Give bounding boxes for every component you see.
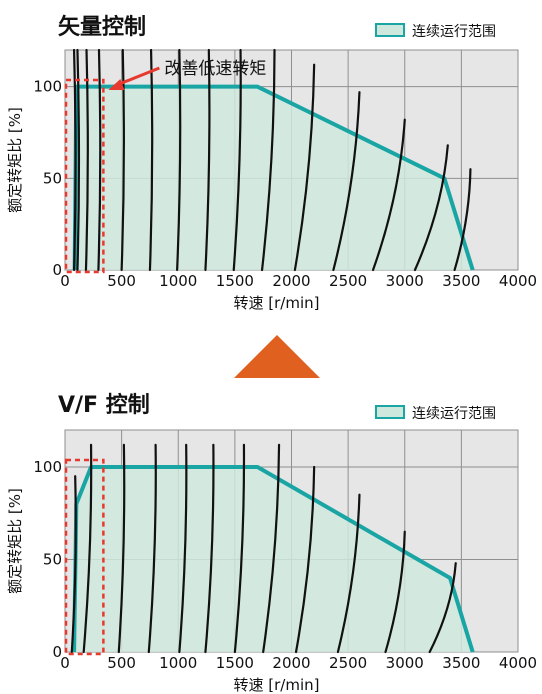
speed-torque-curve <box>428 562 457 654</box>
y-tick-label: 100 <box>33 458 62 476</box>
speed-torque-curve <box>260 48 276 272</box>
y-axis-label: 额定转矩比 [%] <box>6 107 24 213</box>
x-tick-label: 3500 <box>442 654 480 672</box>
speed-torque-curve <box>72 48 77 272</box>
x-tick-label: 0 <box>60 272 70 290</box>
x-tick-label: 3000 <box>386 272 424 290</box>
speed-torque-curve <box>293 63 316 272</box>
speed-torque-curve <box>117 443 126 654</box>
x-tick-label: 3500 <box>442 272 480 290</box>
legend: 连续运行范围 <box>375 405 496 422</box>
speed-torque-curve <box>84 48 89 272</box>
speed-torque-curve <box>384 530 406 654</box>
x-tick-label: 500 <box>107 272 136 290</box>
speed-torque-curve <box>232 48 242 272</box>
speed-torque-curve <box>82 443 93 654</box>
x-axis-label: 转速 [r/min] <box>234 294 320 312</box>
speed-torque-curve <box>148 48 154 272</box>
low-speed-highlight <box>64 458 105 656</box>
y-tick-label: 100 <box>33 78 62 96</box>
speed-torque-curve <box>262 443 281 654</box>
chart-vf-control: V/F 控制 连续运行范围 0 500 1000 1500 2000 2500 3000 35… <box>6 392 537 694</box>
y-tick-label: 0 <box>52 643 62 661</box>
low-speed-highlight <box>64 78 105 274</box>
x-tick-label: 2000 <box>272 272 310 290</box>
x-tick-label: 4000 <box>499 272 537 290</box>
x-tick-label: 2500 <box>329 654 367 672</box>
speed-torque-curve <box>336 493 361 654</box>
x-tick-label: 1000 <box>159 272 197 290</box>
annotation-arrow-head-icon <box>108 79 125 90</box>
speed-torque-curve <box>204 443 215 654</box>
x-tick-label: 1000 <box>159 654 197 672</box>
data-layer <box>64 443 475 656</box>
x-tick-label: 1500 <box>216 272 254 290</box>
speed-torque-curve <box>294 465 316 654</box>
x-tick-label: 3000 <box>386 654 424 672</box>
x-tick-label: 0 <box>60 654 70 672</box>
speed-torque-curve <box>70 475 77 654</box>
x-tick-label: 2000 <box>272 654 310 672</box>
y-axis-label: 额定转矩比 [%] <box>6 488 24 594</box>
data-layer <box>64 48 475 274</box>
continuous-region-fill <box>74 86 473 271</box>
chart-vector-control: 矢量控制 连续运行范围 0 500 1000 1500 2000 2500 3000 3500… <box>6 14 537 312</box>
annotation-text: 改善低速转矩 <box>164 59 266 79</box>
speed-torque-curve <box>178 443 188 654</box>
speed-torque-curve <box>453 168 472 272</box>
x-tick-label: 2500 <box>329 272 367 290</box>
speed-torque-curve <box>147 443 157 654</box>
speed-torque-curve <box>76 48 81 272</box>
arrow-up-icon <box>234 335 320 378</box>
speed-torque-curve <box>97 48 102 272</box>
speed-torque-curve <box>413 144 449 272</box>
legend: 连续运行范围 <box>375 23 496 40</box>
y-tick-label: 50 <box>43 169 62 187</box>
legend-label: 连续运行范围 <box>412 23 496 40</box>
legend-swatch <box>375 405 405 419</box>
speed-torque-curve <box>204 48 211 272</box>
speed-torque-curve <box>371 118 406 272</box>
speed-torque-curve <box>332 91 361 272</box>
x-tick-label: 500 <box>107 654 136 672</box>
speed-torque-curve <box>176 48 182 272</box>
speed-torque-curve <box>233 443 246 654</box>
x-tick-label: 1500 <box>216 654 254 672</box>
annotation-arrow-line <box>113 66 160 88</box>
legend-swatch <box>375 23 405 37</box>
chart-title: V/F 控制 <box>58 392 150 418</box>
y-tick-label: 50 <box>43 551 62 569</box>
chart-title: 矢量控制 <box>58 14 146 40</box>
x-tick-label: 4000 <box>499 654 537 672</box>
x-axis-label: 转速 [r/min] <box>234 676 320 694</box>
y-tick-label: 0 <box>52 261 62 279</box>
legend-label: 连续运行范围 <box>412 405 496 422</box>
speed-torque-curve <box>120 48 125 272</box>
